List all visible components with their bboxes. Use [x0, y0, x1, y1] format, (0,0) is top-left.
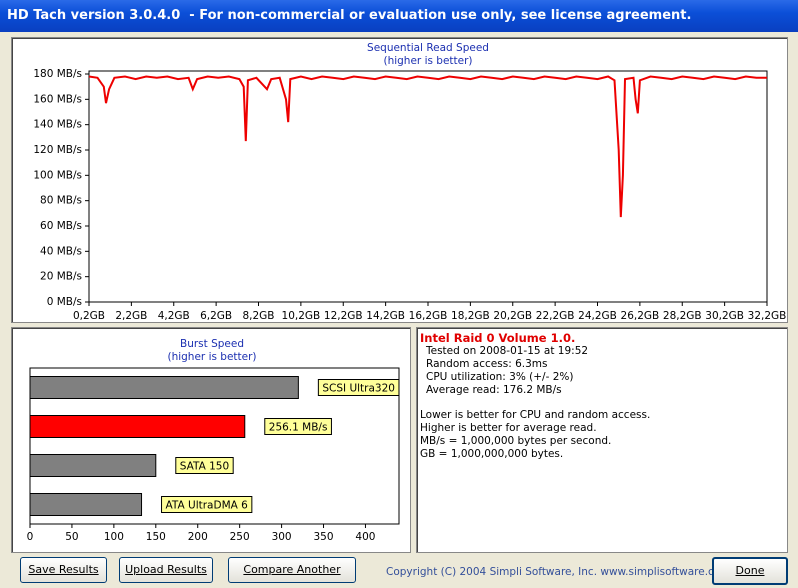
detail: Random access: 6.3ms: [426, 358, 548, 370]
note: Higher is better for average read.: [420, 422, 597, 434]
plot-frame: [29, 367, 400, 525]
x-tick-label: 16,2GB: [409, 310, 448, 322]
chart-title: Burst Speed: [180, 338, 244, 350]
x-tick-label: 300: [272, 531, 292, 543]
upload-button[interactable]: Upload Results: [119, 557, 213, 583]
compare-button[interactable]: Compare Another Drive: [228, 557, 356, 588]
done-button[interactable]: Done: [712, 557, 788, 585]
x-tick-label: 150: [146, 531, 166, 543]
x-tick-label: 100: [104, 531, 124, 543]
detail: Average read: 176.2 MB/s: [426, 384, 562, 396]
x-tick-label: 30,2GB: [705, 310, 744, 322]
y-tick-label: 120 MB/s: [33, 144, 82, 156]
window-title: HD Tach version 3.0.4.0 - For non-commer…: [7, 8, 692, 23]
drive-name: Intel Raid 0 Volume 1.0.: [420, 331, 576, 345]
y-tick-label: 20 MB/s: [40, 271, 82, 283]
burst-chart: Burst Speed(higher is better) 0 50 100 150 20…: [27, 338, 400, 543]
read-chart: Sequential Read Speed(higher is better) 0…: [33, 42, 787, 322]
bar-label: SATA 150: [180, 461, 229, 473]
bar-label-box: [161, 496, 253, 513]
bar-label-box: [264, 418, 332, 435]
button-label: Done: [735, 564, 765, 577]
read-line: [88, 75, 767, 218]
title-bar: HD Tach version 3.0.4.0 - For non-commer…: [0, 0, 798, 32]
bar-label: ATA UltraDMA 6: [166, 500, 249, 512]
button-label: Compare Another Drive: [243, 563, 341, 588]
x-tick-label: 18,2GB: [451, 310, 490, 322]
x-tick-label: 20,2GB: [493, 310, 532, 322]
x-tick-label: 350: [313, 531, 333, 543]
x-tick-label: 0: [27, 531, 34, 543]
info-panel: Intel Raid 0 Volume 1.0. Tested on 2008-…: [416, 327, 788, 553]
bar-label-box: [175, 457, 234, 474]
x-tick-label: 0,2GB: [73, 310, 105, 322]
y-tick-label: 60 MB/s: [40, 220, 82, 232]
button-label: Upload Results: [125, 563, 207, 576]
bar-label: SCSI Ultra320: [322, 383, 395, 395]
note: GB = 1,000,000,000 bytes.: [420, 448, 564, 460]
x-tick-label: 12,2GB: [324, 310, 363, 322]
x-tick-label: 200: [188, 531, 208, 543]
y-tick-label: 40 MB/s: [40, 245, 82, 257]
x-tick-label: 14,2GB: [366, 310, 405, 322]
bar: [29, 493, 143, 516]
chart-title: Sequential Read Speed: [367, 42, 489, 54]
chart-subtitle: (higher is better): [167, 351, 256, 363]
detail: Tested on 2008-01-15 at 19:52: [426, 345, 589, 357]
burst-panel: Burst Speed (higher is better) 0 50 100 150 20…: [11, 327, 411, 553]
note: Lower is better for CPU and random acces…: [420, 409, 651, 421]
bar-label-box: [317, 379, 400, 396]
y-tick-label: 80 MB/s: [40, 195, 82, 207]
plot-frame: [88, 70, 768, 303]
x-tick-label: 28,2GB: [663, 310, 702, 322]
x-tick-label: 32,2GB: [748, 310, 787, 322]
detail: CPU utilization: 3% (+/- 2%): [426, 371, 574, 383]
x-tick-label: 8,2GB: [242, 310, 274, 322]
y-tick-label: 180 MB/s: [33, 68, 82, 80]
x-tick-label: 2,2GB: [115, 310, 147, 322]
y-tick-label: 100 MB/s: [33, 169, 82, 181]
x-tick-label: 22,2GB: [536, 310, 575, 322]
copyright: Copyright (C) 2004 Simpli Software, Inc.…: [386, 566, 731, 578]
note: MB/s = 1,000,000 bytes per second.: [420, 435, 612, 447]
x-tick-label: 24,2GB: [578, 310, 617, 322]
bar-label: 256.1 MB/s: [269, 422, 328, 434]
read-panel: Sequential Read Speed (higher is better) 0…: [11, 37, 788, 323]
x-tick-label: 50: [65, 531, 78, 543]
button-label: Save Results: [28, 563, 99, 576]
x-tick-label: 26,2GB: [621, 310, 660, 322]
save-button[interactable]: Save Results: [20, 557, 107, 583]
x-tick-label: 400: [355, 531, 375, 543]
chart-subtitle: (higher is better): [383, 55, 472, 67]
bar: [29, 376, 299, 399]
y-tick-label: 0 MB/s: [47, 296, 82, 308]
y-tick-label: 160 MB/s: [33, 93, 82, 105]
x-tick-label: 10,2GB: [282, 310, 321, 322]
bar: [29, 454, 157, 477]
y-tick-label: 140 MB/s: [33, 119, 82, 131]
bar: [29, 415, 246, 438]
x-tick-label: 250: [230, 531, 250, 543]
x-tick-label: 6,2GB: [200, 310, 232, 322]
x-tick-label: 4,2GB: [158, 310, 190, 322]
